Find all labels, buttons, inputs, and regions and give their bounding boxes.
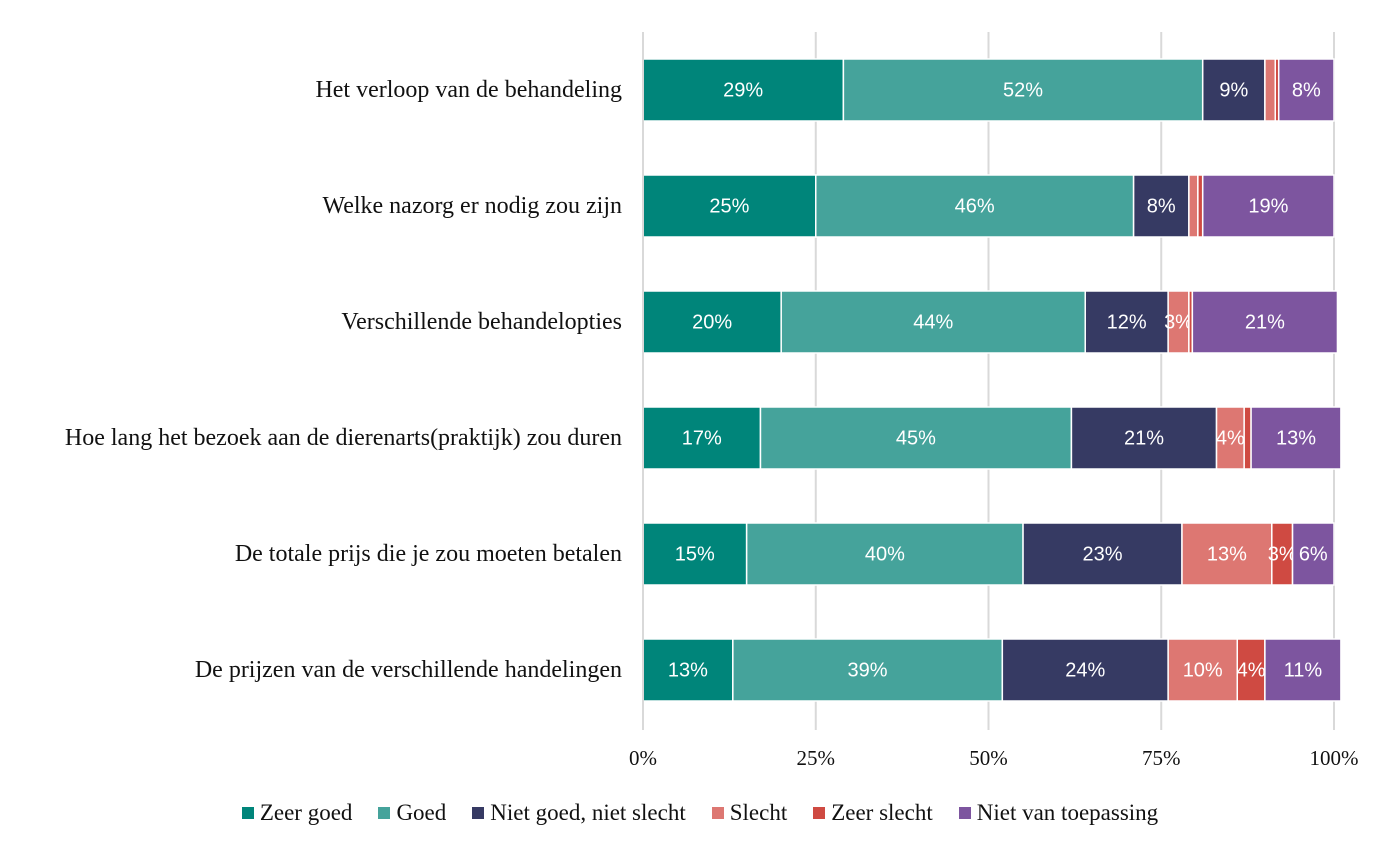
data-label: 40% — [865, 543, 905, 565]
bar-segment — [1264, 58, 1277, 122]
legend-item: Niet van toepassing — [958, 800, 1159, 826]
legend-label: Niet van toepassing — [976, 800, 1159, 825]
data-label: 13% — [668, 659, 708, 681]
data-label: 3% — [1164, 311, 1193, 333]
bar-segment — [1250, 406, 1342, 470]
data-label: 25% — [709, 195, 749, 217]
category-label: De totale prijs die je zou moeten betale… — [10, 540, 622, 568]
category-label: De prijzen van de verschillende handelin… — [10, 656, 622, 684]
legend-swatch — [711, 807, 724, 819]
category-text: De totale prijs die je zou moeten betale… — [234, 541, 622, 567]
legend-swatch — [472, 807, 485, 819]
category-text: Welke nazorg er nodig zou zijn — [322, 193, 622, 219]
bar-segment — [1291, 522, 1335, 586]
legend-swatch — [958, 807, 971, 819]
legend-label: Niet goed, niet slecht — [490, 800, 686, 825]
bar-segment — [1215, 406, 1245, 470]
category-text: De prijzen van de verschillende handelin… — [194, 657, 622, 683]
legend-item: Niet goed, niet slecht — [472, 800, 686, 826]
data-label: 39% — [848, 659, 888, 681]
legend-label: Zeer slecht — [831, 800, 933, 825]
data-label: 15% — [675, 543, 715, 565]
data-label: 21% — [1245, 311, 1285, 333]
bar-segment — [1201, 174, 1335, 238]
legend-item: Zeer slecht — [813, 800, 933, 826]
bar-segment — [732, 638, 1004, 702]
category-label: Het verloop van de behandeling — [10, 76, 622, 104]
legend-item: Goed — [378, 800, 446, 826]
legend-item: Slecht — [711, 800, 788, 826]
bar-segment — [1070, 406, 1218, 470]
data-label: 8% — [1147, 195, 1176, 217]
data-label: 8% — [1292, 79, 1321, 101]
data-label: 46% — [955, 195, 995, 217]
bar-segment — [1243, 406, 1252, 470]
data-label: 13% — [1276, 427, 1316, 449]
bar-segment — [759, 406, 1073, 470]
data-label: 20% — [692, 311, 732, 333]
legend-label: Goed — [396, 800, 447, 825]
bar-segment — [642, 290, 782, 354]
bar-segment — [1001, 638, 1169, 702]
legend-item: Zeer goed — [241, 800, 353, 826]
legend-label: Slecht — [729, 800, 788, 825]
x-tick-label: 100% — [1310, 746, 1359, 770]
bar-segment — [1188, 174, 1199, 238]
bar-segment — [1201, 58, 1266, 122]
bar-segment — [1132, 174, 1190, 238]
data-label: 6% — [1299, 543, 1328, 565]
legend: Zeer goed Goed Niet goed, niet slecht Slech… — [0, 800, 1400, 826]
data-label: 13% — [1207, 543, 1247, 565]
bar-segment — [1084, 290, 1169, 354]
x-tick-label: 0% — [629, 746, 657, 770]
category-text: Hoe lang het bezoek aan de dierenarts(pr… — [64, 425, 622, 451]
legend-swatch — [378, 807, 391, 819]
data-label: 29% — [723, 79, 763, 101]
data-label: 10% — [1183, 659, 1223, 681]
data-label: 45% — [896, 427, 936, 449]
legend-swatch — [241, 807, 254, 819]
category-text: Het verloop van de behandeling — [315, 77, 622, 103]
bar-segment — [842, 58, 1204, 122]
legend-label: Zeer goed — [259, 800, 353, 825]
data-label: 52% — [1003, 79, 1043, 101]
category-label: Hoe lang het bezoek aan de dierenarts(pr… — [10, 424, 622, 452]
data-label: 23% — [1082, 543, 1122, 565]
bar-segment — [1022, 522, 1183, 586]
bar-segment — [815, 174, 1135, 238]
bar-segment — [1191, 290, 1339, 354]
x-tick-label: 75% — [1142, 746, 1181, 770]
legend-swatch — [813, 807, 826, 819]
data-label: 11% — [1284, 659, 1323, 681]
data-label: 17% — [682, 427, 722, 449]
data-label: 44% — [913, 311, 953, 333]
category-label: Welke nazorg er nodig zou zijn — [10, 192, 622, 220]
data-label: 4% — [1216, 427, 1245, 449]
data-label: 12% — [1107, 311, 1147, 333]
x-tick-label: 25% — [797, 746, 836, 770]
data-label: 9% — [1219, 79, 1248, 101]
data-label: 19% — [1248, 195, 1288, 217]
x-tick-label: 50% — [969, 746, 1008, 770]
data-label: 4% — [1237, 659, 1266, 681]
bar-segment — [1277, 58, 1335, 122]
data-label: 21% — [1124, 427, 1164, 449]
category-label: Verschillende behandelopties — [10, 308, 622, 336]
category-text: Verschillende behandelopties — [341, 309, 622, 335]
bar-segment — [642, 638, 734, 702]
bar-segment — [1264, 638, 1342, 702]
data-label: 24% — [1065, 659, 1105, 681]
data-label: 3% — [1268, 543, 1297, 565]
bar-segment — [1167, 638, 1239, 702]
bar-segment — [642, 522, 748, 586]
